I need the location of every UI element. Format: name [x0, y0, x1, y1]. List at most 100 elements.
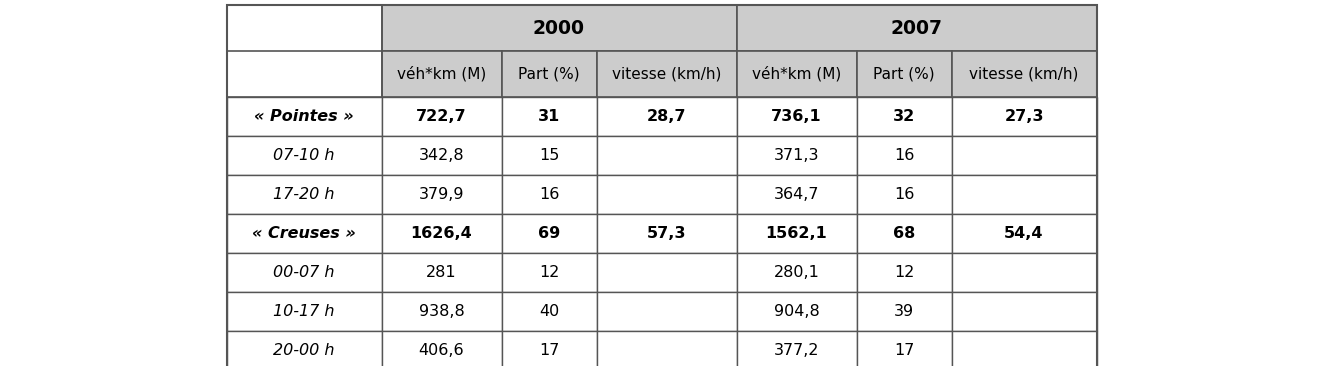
Bar: [951, 51, 1097, 97]
Text: 17: 17: [894, 343, 914, 358]
Bar: [501, 253, 597, 292]
Text: 16: 16: [894, 187, 914, 202]
Bar: [597, 175, 737, 214]
Bar: [501, 175, 597, 214]
Bar: [226, 136, 381, 175]
Text: « Pointes »: « Pointes »: [254, 109, 353, 124]
Bar: [501, 51, 597, 97]
Bar: [226, 5, 1097, 366]
Bar: [381, 136, 501, 175]
Bar: [951, 214, 1097, 253]
Text: 379,9: 379,9: [419, 187, 464, 202]
Bar: [501, 292, 597, 331]
Text: 722,7: 722,7: [417, 109, 467, 124]
Text: Part (%): Part (%): [519, 67, 579, 82]
Bar: [737, 253, 856, 292]
Text: 342,8: 342,8: [418, 148, 464, 163]
Text: 12: 12: [538, 265, 560, 280]
Text: 28,7: 28,7: [647, 109, 687, 124]
Text: 00-07 h: 00-07 h: [274, 265, 335, 280]
Bar: [226, 214, 381, 253]
Text: 1562,1: 1562,1: [766, 226, 827, 241]
Bar: [737, 97, 856, 136]
Bar: [226, 331, 381, 366]
Text: 39: 39: [894, 304, 914, 319]
Bar: [226, 5, 381, 97]
Bar: [226, 175, 381, 214]
Bar: [737, 51, 856, 97]
Bar: [597, 253, 737, 292]
Bar: [856, 214, 951, 253]
Text: 31: 31: [538, 109, 560, 124]
Bar: [226, 292, 381, 331]
Text: 12: 12: [894, 265, 914, 280]
Text: 32: 32: [893, 109, 916, 124]
Bar: [951, 292, 1097, 331]
Text: 57,3: 57,3: [647, 226, 687, 241]
Text: vitesse (km/h): vitesse (km/h): [970, 67, 1078, 82]
Bar: [951, 253, 1097, 292]
Text: 20-00 h: 20-00 h: [274, 343, 335, 358]
Bar: [501, 214, 597, 253]
Bar: [597, 331, 737, 366]
Bar: [856, 292, 951, 331]
Bar: [856, 331, 951, 366]
Bar: [226, 97, 381, 136]
Bar: [597, 292, 737, 331]
Bar: [737, 292, 856, 331]
Bar: [381, 51, 501, 97]
Bar: [381, 292, 501, 331]
Text: 54,4: 54,4: [1004, 226, 1044, 241]
Bar: [951, 136, 1097, 175]
Text: 281: 281: [426, 265, 456, 280]
Text: 736,1: 736,1: [771, 109, 822, 124]
Text: véh*km (M): véh*km (M): [397, 66, 486, 82]
Text: 17-20 h: 17-20 h: [274, 187, 335, 202]
Bar: [856, 97, 951, 136]
Text: 904,8: 904,8: [774, 304, 819, 319]
Text: 406,6: 406,6: [418, 343, 464, 358]
Bar: [737, 5, 1097, 51]
Text: 16: 16: [894, 148, 914, 163]
Text: 280,1: 280,1: [774, 265, 819, 280]
Bar: [597, 51, 737, 97]
Text: 27,3: 27,3: [1004, 109, 1044, 124]
Bar: [381, 175, 501, 214]
Bar: [737, 136, 856, 175]
Text: 17: 17: [538, 343, 560, 358]
Bar: [951, 175, 1097, 214]
Text: 377,2: 377,2: [774, 343, 819, 358]
Bar: [737, 175, 856, 214]
Text: véh*km (M): véh*km (M): [751, 66, 841, 82]
Text: 1626,4: 1626,4: [410, 226, 472, 241]
Text: 2000: 2000: [533, 19, 585, 37]
Text: 16: 16: [538, 187, 560, 202]
Bar: [856, 136, 951, 175]
Text: 15: 15: [538, 148, 560, 163]
Text: 40: 40: [538, 304, 560, 319]
Bar: [597, 214, 737, 253]
Text: 07-10 h: 07-10 h: [274, 148, 335, 163]
Bar: [856, 253, 951, 292]
Bar: [381, 214, 501, 253]
Bar: [597, 136, 737, 175]
Bar: [226, 253, 381, 292]
Text: 364,7: 364,7: [774, 187, 819, 202]
Bar: [737, 214, 856, 253]
Bar: [737, 331, 856, 366]
Bar: [951, 331, 1097, 366]
Bar: [856, 51, 951, 97]
Text: 2007: 2007: [890, 19, 942, 37]
Bar: [597, 97, 737, 136]
Bar: [951, 97, 1097, 136]
Bar: [501, 331, 597, 366]
Text: 68: 68: [893, 226, 916, 241]
Bar: [381, 5, 737, 51]
Bar: [501, 136, 597, 175]
Text: 938,8: 938,8: [418, 304, 464, 319]
Text: 10-17 h: 10-17 h: [274, 304, 335, 319]
Text: « Creuses »: « Creuses »: [253, 226, 356, 241]
Bar: [381, 97, 501, 136]
Bar: [381, 253, 501, 292]
Text: Part (%): Part (%): [873, 67, 935, 82]
